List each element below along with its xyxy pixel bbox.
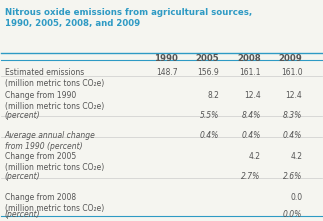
Text: 2.7%: 2.7% (241, 171, 261, 181)
Text: (percent): (percent) (5, 171, 40, 181)
Text: Nitrous oxide emissions from agricultural sources,
1990, 2005, 2008, and 2009: Nitrous oxide emissions from agricultura… (5, 8, 252, 29)
Text: 0.0: 0.0 (290, 192, 302, 202)
Text: 148.7: 148.7 (156, 68, 178, 76)
Text: 0.0%: 0.0% (283, 210, 302, 219)
Text: Change from 2008
(million metric tons CO₂e): Change from 2008 (million metric tons CO… (5, 192, 104, 213)
Text: 2008: 2008 (237, 54, 261, 63)
Text: 4.2: 4.2 (290, 152, 302, 161)
Text: (percent): (percent) (5, 210, 40, 219)
Text: 1990: 1990 (154, 54, 178, 63)
Text: 2.6%: 2.6% (283, 171, 302, 181)
Text: Change from 2005
(million metric tons CO₂e): Change from 2005 (million metric tons CO… (5, 152, 104, 172)
Text: 0.4%: 0.4% (241, 131, 261, 140)
Text: 4.2: 4.2 (249, 152, 261, 161)
Text: 0.4%: 0.4% (200, 131, 219, 140)
Text: 0.4%: 0.4% (283, 131, 302, 140)
Text: 12.4: 12.4 (244, 91, 261, 100)
Text: (percent): (percent) (5, 111, 40, 120)
Text: 2005: 2005 (195, 54, 219, 63)
Text: 8.2: 8.2 (207, 91, 219, 100)
Text: 161.0: 161.0 (281, 68, 302, 76)
Text: 2009: 2009 (279, 54, 302, 63)
Text: Average annual change
from 1990 (percent): Average annual change from 1990 (percent… (5, 131, 96, 151)
Text: 156.9: 156.9 (197, 68, 219, 76)
Text: 8.4%: 8.4% (241, 111, 261, 120)
Text: 12.4: 12.4 (286, 91, 302, 100)
Text: 5.5%: 5.5% (200, 111, 219, 120)
Text: Change from 1990
(million metric tons CO₂e): Change from 1990 (million metric tons CO… (5, 91, 104, 111)
Text: Estimated emissions
(million metric tons CO₂e): Estimated emissions (million metric tons… (5, 68, 104, 88)
Text: 8.3%: 8.3% (283, 111, 302, 120)
Text: 161.1: 161.1 (239, 68, 261, 76)
